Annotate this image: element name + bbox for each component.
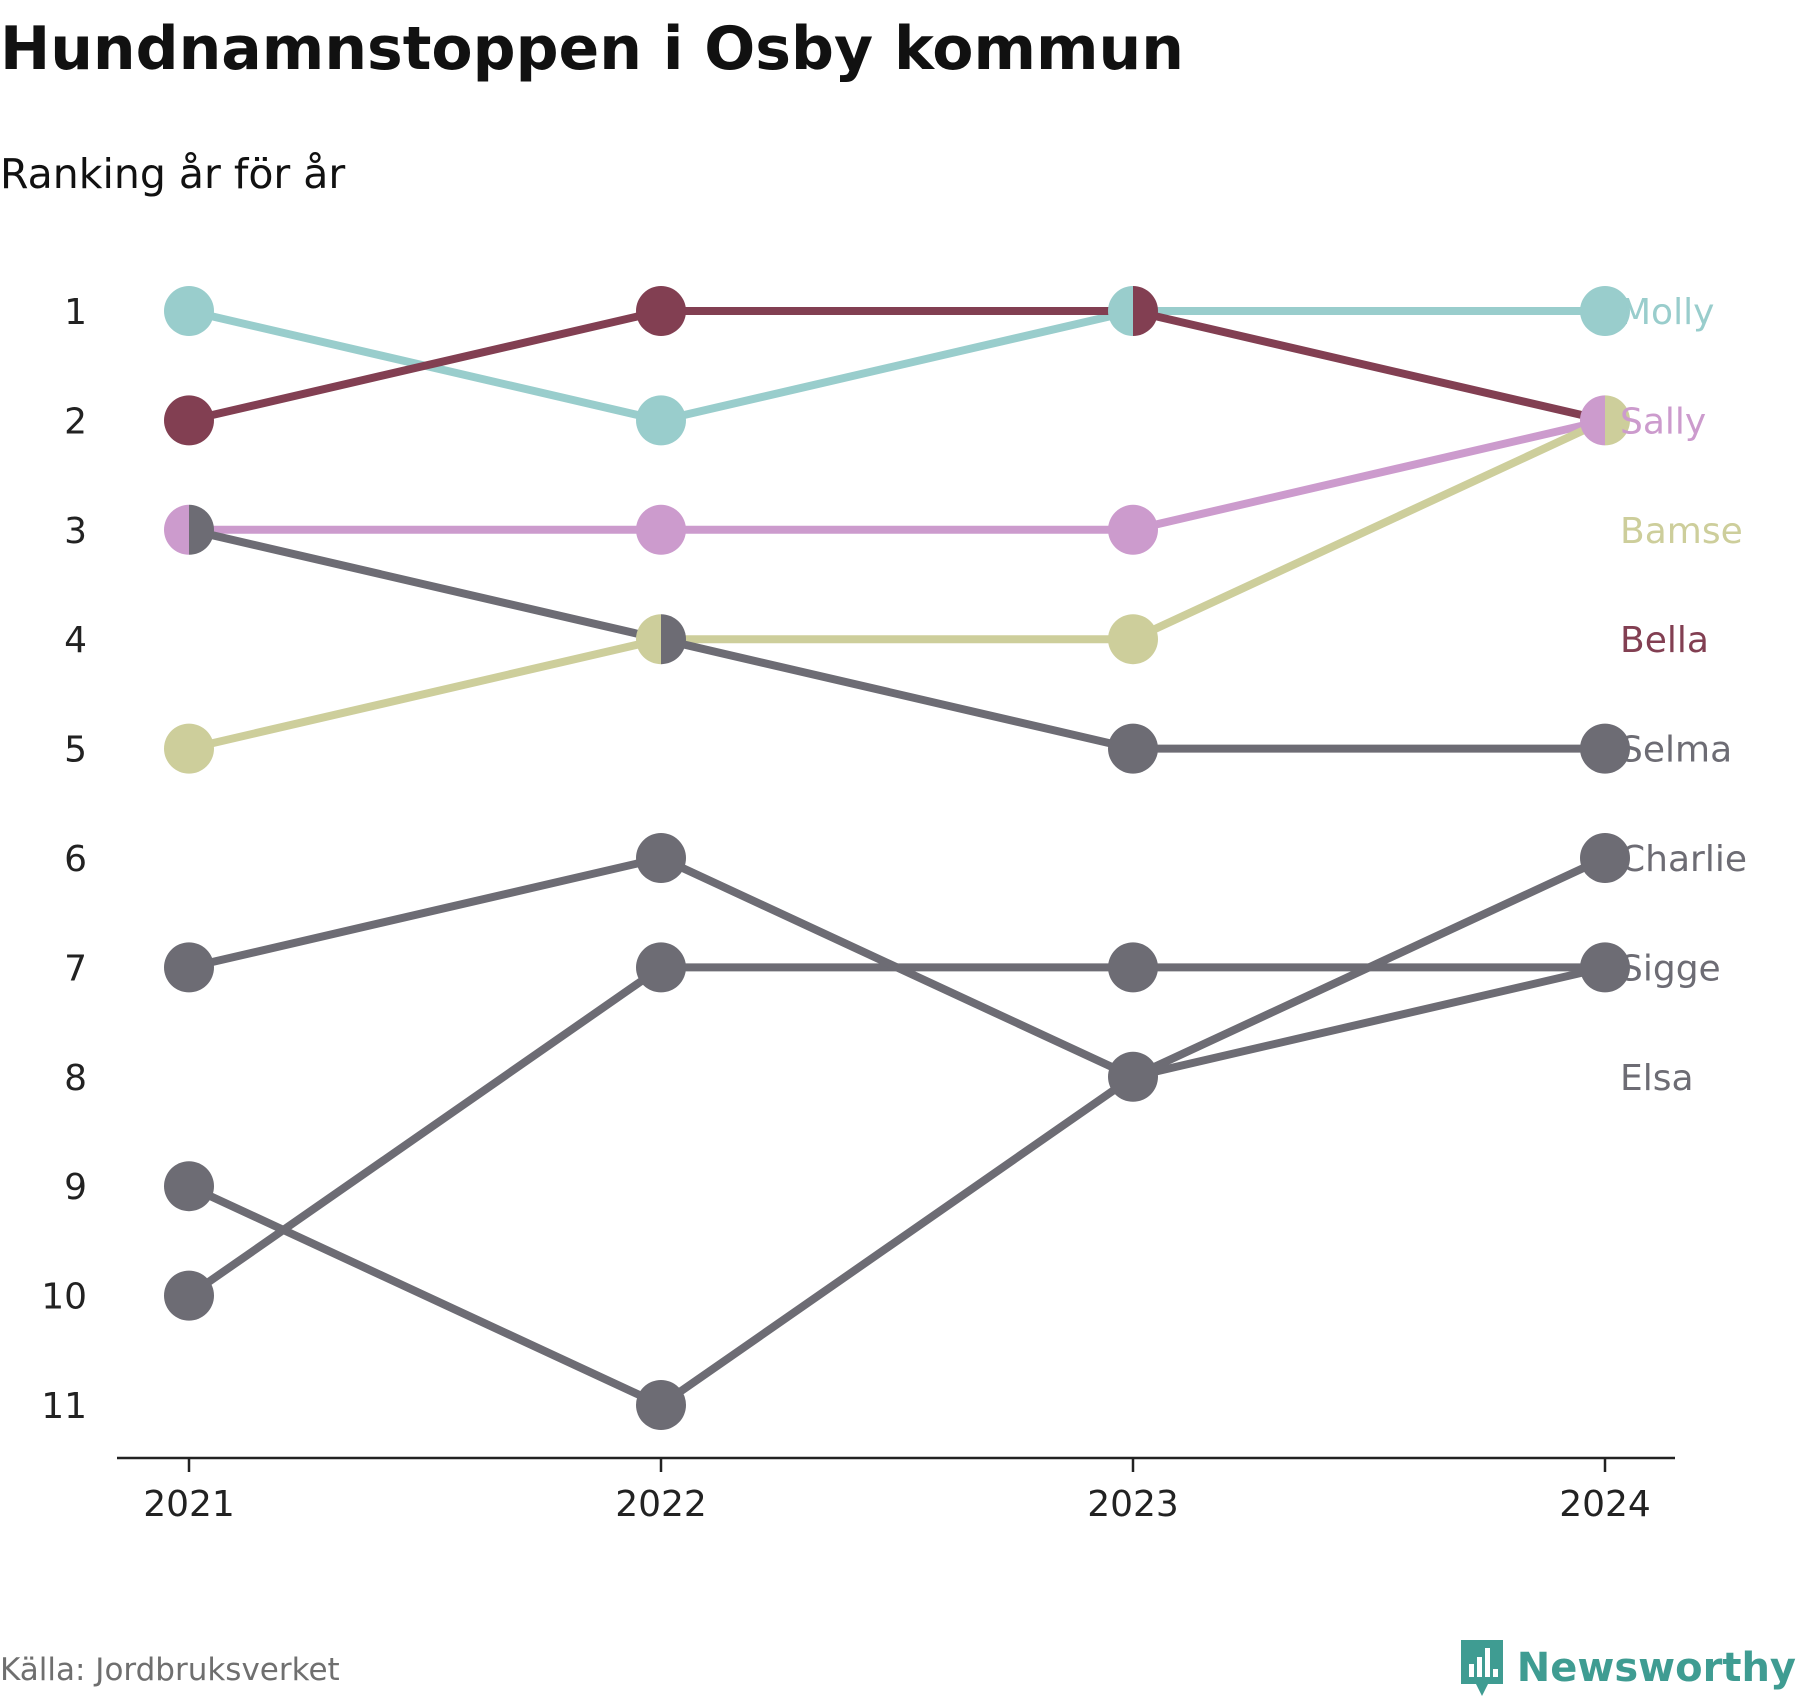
series-labels: Molly Sally Bamse Bella Selma Charlie Sigge Els… [1620, 292, 1747, 1099]
x-tick-label: 2023 [1087, 1484, 1179, 1525]
x-tick-label: 2022 [615, 1484, 707, 1525]
y-tick-label: 3 [64, 511, 87, 552]
data-point [1580, 942, 1630, 993]
data-point [164, 723, 214, 774]
data-point [164, 504, 189, 555]
series-label: Sigge [1620, 948, 1721, 989]
data-point [1108, 1051, 1158, 1102]
series-label: Molly [1620, 292, 1714, 333]
x-tick-label: 2024 [1559, 1484, 1651, 1525]
data-point [164, 286, 214, 336]
data-point [636, 286, 686, 336]
brand-name: Newsworthy [1516, 1645, 1796, 1691]
data-point [661, 614, 686, 665]
brand-logo[interactable]: Newsworthy [1457, 1638, 1796, 1698]
source-note: Källa: Jordbruksverket [0, 1652, 340, 1688]
y-tick-label: 7 [64, 948, 87, 989]
data-point [164, 942, 214, 993]
series-line [185, 307, 1609, 425]
series-label: Selma [1620, 730, 1732, 771]
data-point [1579, 395, 1605, 446]
data-point [164, 1161, 214, 1212]
y-tick-label: 10 [41, 1277, 87, 1318]
series-label: Bamse [1620, 511, 1743, 552]
x-tick-label: 2021 [143, 1484, 235, 1525]
series-label: Bella [1620, 620, 1709, 661]
series-line [185, 416, 1609, 753]
series-line [185, 854, 1609, 1409]
series-label: Sally [1620, 401, 1706, 442]
data-point [1580, 286, 1630, 336]
data-point [1605, 395, 1630, 446]
data-point [1108, 614, 1158, 665]
data-point [1580, 833, 1630, 883]
chart-subtitle: Ranking år för år [0, 150, 346, 198]
data-point [636, 395, 686, 446]
series-line [185, 525, 1609, 753]
data-point [1108, 723, 1158, 774]
y-tick-label: 9 [64, 1167, 87, 1208]
y-axis: 1 2 3 4 5 6 7 8 9 10 11 [41, 292, 87, 1427]
data-point [1108, 504, 1158, 555]
data-point [636, 942, 686, 993]
data-point [636, 1380, 686, 1430]
y-tick-label: 1 [64, 292, 87, 333]
y-tick-label: 11 [41, 1386, 87, 1427]
data-point [635, 614, 661, 665]
data-point [1133, 286, 1158, 336]
data-point [1108, 286, 1133, 336]
data-point [189, 504, 214, 555]
y-tick-label: 2 [64, 401, 87, 442]
y-tick-label: 8 [64, 1058, 87, 1099]
data-point [164, 1270, 214, 1321]
y-tick-label: 6 [64, 839, 87, 880]
series-line [185, 307, 1609, 425]
x-axis: 2021 2022 2023 2024 [117, 1456, 1675, 1525]
y-tick-label: 5 [64, 730, 87, 771]
data-point [164, 395, 214, 446]
series-label: Elsa [1620, 1058, 1694, 1099]
bar-chart-logo-icon [1460, 1640, 1503, 1696]
series-line [185, 416, 1609, 534]
chart-title: Hundnamnstoppen i Osby kommun [0, 14, 1184, 84]
series-points [164, 286, 1630, 1430]
data-point [1108, 942, 1158, 993]
series-lines [185, 307, 1609, 1409]
series-label: Charlie [1620, 839, 1747, 880]
data-point [636, 504, 686, 555]
data-point [1580, 723, 1630, 774]
series-line [185, 854, 1609, 1081]
data-point [636, 833, 686, 883]
y-tick-label: 4 [64, 620, 87, 661]
